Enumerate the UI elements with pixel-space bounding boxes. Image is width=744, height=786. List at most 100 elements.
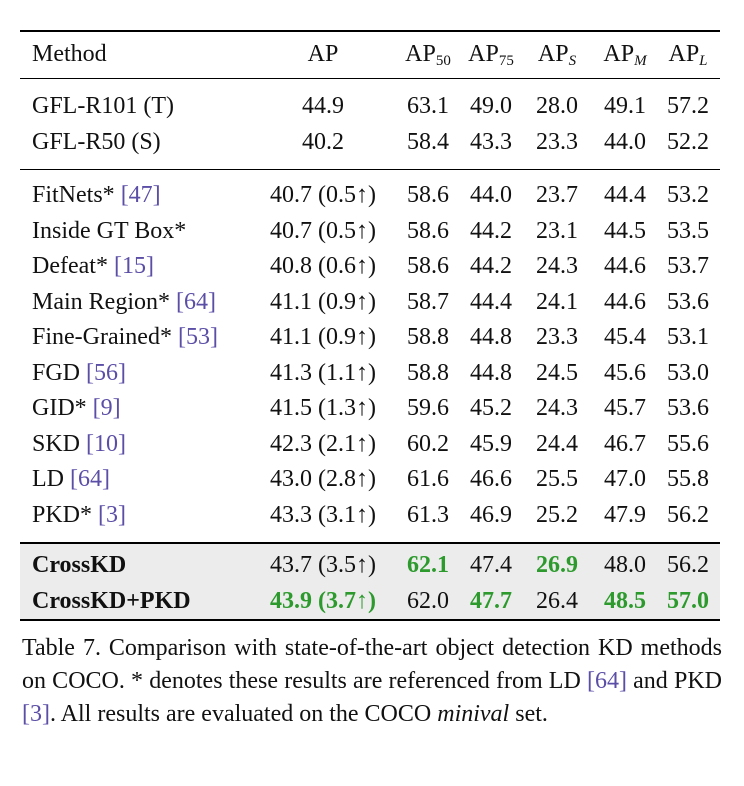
cell-ap50: 62.0: [407, 588, 449, 614]
cell-aps: 25.2: [536, 501, 578, 528]
cell-ap75: 45.9: [470, 430, 512, 457]
table-row: CrossKD 43.7 (3.5↑) 62.1 47.4 26.9 48.0 …: [20, 547, 720, 583]
cell-ap50: 58.4: [407, 129, 449, 155]
bottom-rule: [20, 619, 720, 621]
table-row: LD [64] 43.0 (2.8↑) 61.6 46.6 25.5 47.0 …: [20, 461, 720, 497]
section-rule: [20, 542, 720, 544]
cell-ap: 43.9 (3.7↑): [270, 588, 376, 614]
cell-apm: 49.1: [604, 93, 646, 119]
cell-aps: 26.9: [536, 552, 578, 578]
citation-link[interactable]: [64]: [176, 288, 216, 315]
cell-ap75: 44.8: [470, 324, 512, 350]
header-method: Method: [32, 41, 107, 67]
cell-aps: 23.7: [536, 182, 578, 208]
cell-apl: 53.6: [667, 395, 709, 421]
cell-method: GID* [9]: [32, 395, 121, 421]
cell-apl: 53.1: [667, 324, 709, 350]
cell-apm: 47.9: [604, 501, 646, 528]
citation-link[interactable]: [3]: [98, 501, 126, 528]
cell-apm: 44.4: [604, 182, 646, 208]
cell-apl: 57.0: [667, 588, 709, 614]
table-row: PKD* [3] 43.3 (3.1↑) 61.3 46.9 25.2 47.9…: [20, 497, 720, 533]
citation-link[interactable]: [56]: [86, 359, 126, 386]
cell-ap: 41.1 (0.9↑): [270, 288, 376, 315]
table-row: FGD [56] 41.3 (1.1↑) 58.8 44.8 24.5 45.6…: [20, 355, 720, 391]
cell-ap50: 61.6: [407, 466, 449, 492]
header-ap: AP: [307, 41, 339, 67]
header-ap75: AP75: [468, 41, 514, 69]
cell-apm: 47.0: [604, 466, 646, 492]
cell-method: GFL-R101 (T): [32, 93, 174, 119]
table-row: Inside GT Box* 40.7 (0.5↑) 58.6 44.2 23.…: [20, 213, 720, 249]
cell-method: Defeat* [15]: [32, 253, 154, 279]
cell-ap: 44.9: [302, 93, 344, 119]
cell-ap75: 49.0: [470, 93, 512, 119]
table-row: Main Region* [64] 41.1 (0.9↑) 58.7 44.4 …: [20, 284, 720, 320]
cell-ap: 43.7 (3.5↑): [270, 552, 376, 578]
cell-ap: 41.3 (1.1↑): [270, 359, 376, 386]
cell-apl: 53.0: [667, 359, 709, 386]
table-caption: Table 7. Comparison with state-of-the-ar…: [22, 635, 722, 727]
cell-ap75: 44.2: [470, 217, 512, 244]
header-ap50: AP50: [405, 41, 451, 69]
cell-ap: 40.7 (0.5↑): [270, 182, 376, 208]
cell-method: Inside GT Box*: [32, 217, 187, 244]
cell-method: PKD* [3]: [32, 501, 126, 528]
table-row: CrossKD+PKD 43.9 (3.7↑) 62.0 47.7 26.4 4…: [20, 583, 720, 619]
cell-ap: 41.5 (1.3↑): [270, 395, 376, 421]
cell-ap: 40.8 (0.6↑): [270, 253, 376, 279]
cell-method: FGD [56]: [32, 359, 126, 386]
cell-apl: 53.2: [667, 182, 709, 208]
cell-ap75: 44.4: [470, 288, 512, 315]
section-rule: [20, 169, 720, 170]
header-apm: APM: [603, 41, 647, 69]
cell-ap75: 43.3: [470, 129, 512, 155]
citation-link[interactable]: [3]: [22, 701, 50, 727]
cell-apl: 56.2: [667, 501, 709, 528]
cell-method: FitNets* [47]: [32, 182, 161, 208]
cell-aps: 23.3: [536, 324, 578, 350]
cell-method: CrossKD: [32, 552, 127, 578]
header-rule: [20, 78, 720, 79]
cell-apm: 45.7: [604, 395, 646, 421]
citation-link[interactable]: [15]: [113, 253, 154, 279]
ours-highlight: [20, 544, 720, 619]
citation-link[interactable]: [53]: [177, 324, 218, 350]
citation-link[interactable]: [64]: [70, 466, 110, 492]
cell-aps: 25.5: [536, 466, 578, 492]
cell-ap75: 47.4: [470, 552, 512, 578]
cell-apl: 53.7: [667, 253, 709, 279]
cell-method: Main Region* [64]: [32, 288, 216, 315]
table-header: Method AP AP50 AP75 APS APM APL: [20, 36, 720, 72]
cell-ap: 43.0 (2.8↑): [270, 466, 376, 492]
citation-link[interactable]: [64]: [586, 668, 627, 694]
cell-method: LD [64]: [32, 466, 110, 492]
citation-link[interactable]: [10]: [86, 430, 126, 457]
cell-aps: 28.0: [536, 93, 578, 119]
cell-ap50: 61.3: [407, 501, 449, 528]
cell-ap75: 44.8: [470, 359, 512, 386]
top-rule: [20, 30, 720, 32]
cell-apm: 46.7: [604, 430, 646, 457]
table-row: GID* [9] 41.5 (1.3↑) 59.6 45.2 24.3 45.7…: [20, 390, 720, 426]
cell-aps: 24.3: [536, 253, 578, 279]
cell-apm: 44.6: [604, 288, 646, 315]
cell-method: CrossKD+PKD: [32, 588, 191, 614]
cell-ap50: 63.1: [407, 93, 449, 119]
cell-apl: 52.2: [667, 129, 709, 155]
cell-apm: 48.0: [604, 552, 646, 578]
cell-ap50: 58.8: [407, 324, 449, 350]
cell-aps: 23.1: [536, 217, 578, 244]
cell-ap75: 46.9: [470, 501, 512, 528]
citation-link[interactable]: [9]: [92, 395, 121, 421]
citation-link[interactable]: [47]: [120, 182, 161, 208]
cell-ap50: 58.7: [407, 288, 449, 315]
cell-ap: 40.7 (0.5↑): [270, 217, 376, 244]
cell-aps: 24.3: [536, 395, 578, 421]
cell-ap: 43.3 (3.1↑): [270, 501, 376, 528]
cell-ap75: 44.0: [470, 182, 512, 208]
cell-apl: 55.6: [667, 430, 709, 457]
cell-apl: 53.5: [667, 217, 709, 244]
cell-ap: 42.3 (2.1↑): [270, 430, 376, 457]
cell-apl: 56.2: [667, 552, 709, 578]
